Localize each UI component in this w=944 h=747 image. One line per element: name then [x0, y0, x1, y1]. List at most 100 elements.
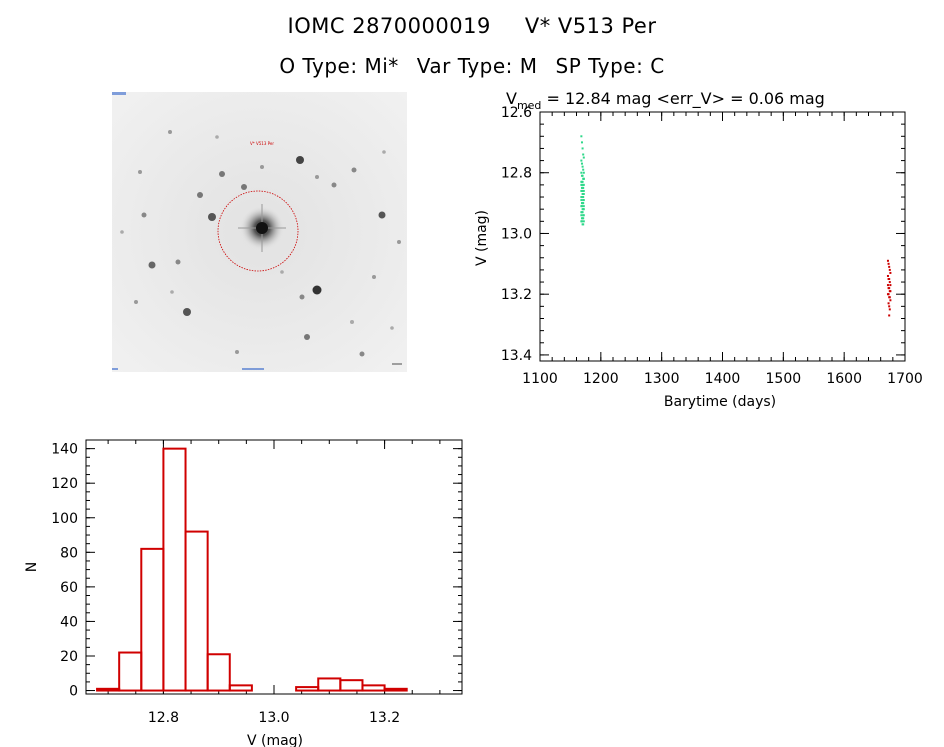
- data-point: [582, 202, 585, 205]
- hy-tick-label: 40: [60, 614, 78, 630]
- data-point: [582, 199, 585, 202]
- data-point: [582, 177, 585, 180]
- histogram-xlabel: V (mag): [247, 733, 303, 747]
- histogram-bar: [317, 677, 342, 692]
- data-point: [582, 196, 585, 199]
- histogram-bar: [339, 679, 364, 692]
- y-tick-label: 13.0: [501, 226, 532, 242]
- histogram-bar: [184, 530, 209, 692]
- data-point: [580, 205, 583, 208]
- data-point: [580, 211, 583, 214]
- data-point: [580, 205, 583, 208]
- data-point: [581, 196, 584, 199]
- data-point: [580, 199, 583, 202]
- data-point: [888, 305, 891, 308]
- data-point: [582, 153, 585, 156]
- data-point: [580, 135, 583, 138]
- data-point: [888, 296, 891, 299]
- data-point: [580, 180, 583, 183]
- data-point: [580, 202, 583, 205]
- data-point: [582, 171, 585, 174]
- data-point: [581, 147, 584, 150]
- hx-tick-label: 13.0: [258, 710, 289, 726]
- hy-tick-label: 60: [60, 580, 78, 596]
- histogram-bar: [383, 687, 408, 692]
- histogram-bar: [162, 447, 187, 692]
- data-point: [887, 278, 890, 281]
- data-point: [580, 189, 583, 192]
- data-point: [582, 208, 585, 211]
- data-point: [582, 220, 585, 223]
- lightcurve-title: Vmed = 12.84 mag <err_V> = 0.06 mag: [506, 89, 825, 112]
- data-point: [888, 268, 891, 271]
- hx-tick-label: 12.8: [148, 710, 179, 726]
- hy-tick-label: 100: [51, 511, 78, 527]
- data-point: [581, 202, 584, 205]
- x-tick-label: 1400: [705, 371, 741, 387]
- data-point: [580, 196, 583, 199]
- data-point: [582, 177, 585, 180]
- data-point: [581, 208, 584, 211]
- data-point: [888, 296, 891, 299]
- data-point: [581, 217, 584, 220]
- data-point: [888, 308, 891, 311]
- data-point: [887, 302, 890, 305]
- data-point: [888, 287, 891, 290]
- spectral-type: SP Type: C: [555, 54, 665, 78]
- data-point: [581, 189, 584, 192]
- data-point: [580, 220, 583, 223]
- data-point: [582, 156, 585, 159]
- hy-tick-label: 0: [69, 684, 78, 700]
- data-point: [580, 159, 583, 162]
- data-point: [582, 177, 585, 180]
- data-point: [580, 183, 583, 186]
- data-point: [582, 214, 585, 217]
- data-point: [582, 214, 585, 217]
- data-point: [887, 287, 890, 290]
- histogram-ylabel: N: [24, 562, 40, 572]
- data-point: [582, 192, 585, 195]
- x-tick-label: 1300: [644, 371, 680, 387]
- x-tick-label: 1700: [887, 371, 923, 387]
- x-tick-label: 1100: [522, 371, 558, 387]
- figure-title: IOMC 2870000019 V* V513 Per: [0, 14, 944, 38]
- data-point: [582, 205, 585, 208]
- y-tick-label: 12.6: [501, 105, 532, 121]
- finder-label: V* V513 Per: [250, 141, 274, 146]
- y-tick-label: 13.4: [501, 348, 532, 364]
- data-point: [580, 141, 583, 144]
- data-point: [580, 214, 583, 217]
- data-point: [888, 265, 891, 268]
- data-point: [581, 202, 584, 205]
- object-type: O Type: Mi*: [279, 54, 399, 78]
- data-point: [580, 220, 583, 223]
- data-point: [581, 192, 584, 195]
- data-point: [888, 281, 891, 284]
- data-point: [580, 180, 583, 183]
- data-point: [582, 189, 585, 192]
- data-point: [582, 183, 585, 186]
- x-tick-label: 1600: [826, 371, 862, 387]
- data-point: [580, 162, 583, 165]
- hy-tick-label: 140: [51, 442, 78, 458]
- lightcurve-xlabel: Barytime (days): [664, 394, 776, 410]
- data-point: [888, 314, 891, 317]
- data-point: [580, 189, 583, 192]
- histogram-bar: [206, 653, 231, 692]
- data-point: [582, 192, 585, 195]
- data-point: [581, 174, 584, 177]
- variability-type: Var Type: M: [416, 54, 538, 78]
- data-point: [580, 196, 583, 199]
- data-point: [889, 284, 892, 287]
- star-name: V* V513 Per: [524, 14, 657, 38]
- data-point: [888, 290, 891, 293]
- x-tick-label: 1200: [583, 371, 619, 387]
- y-tick-label: 13.2: [501, 287, 532, 303]
- hy-tick-label: 120: [51, 476, 78, 492]
- histogram-bar: [361, 684, 386, 692]
- histogram-bar: [228, 684, 253, 692]
- data-point: [580, 171, 583, 174]
- data-point: [581, 180, 584, 183]
- data-point: [886, 259, 889, 262]
- data-point: [887, 293, 890, 296]
